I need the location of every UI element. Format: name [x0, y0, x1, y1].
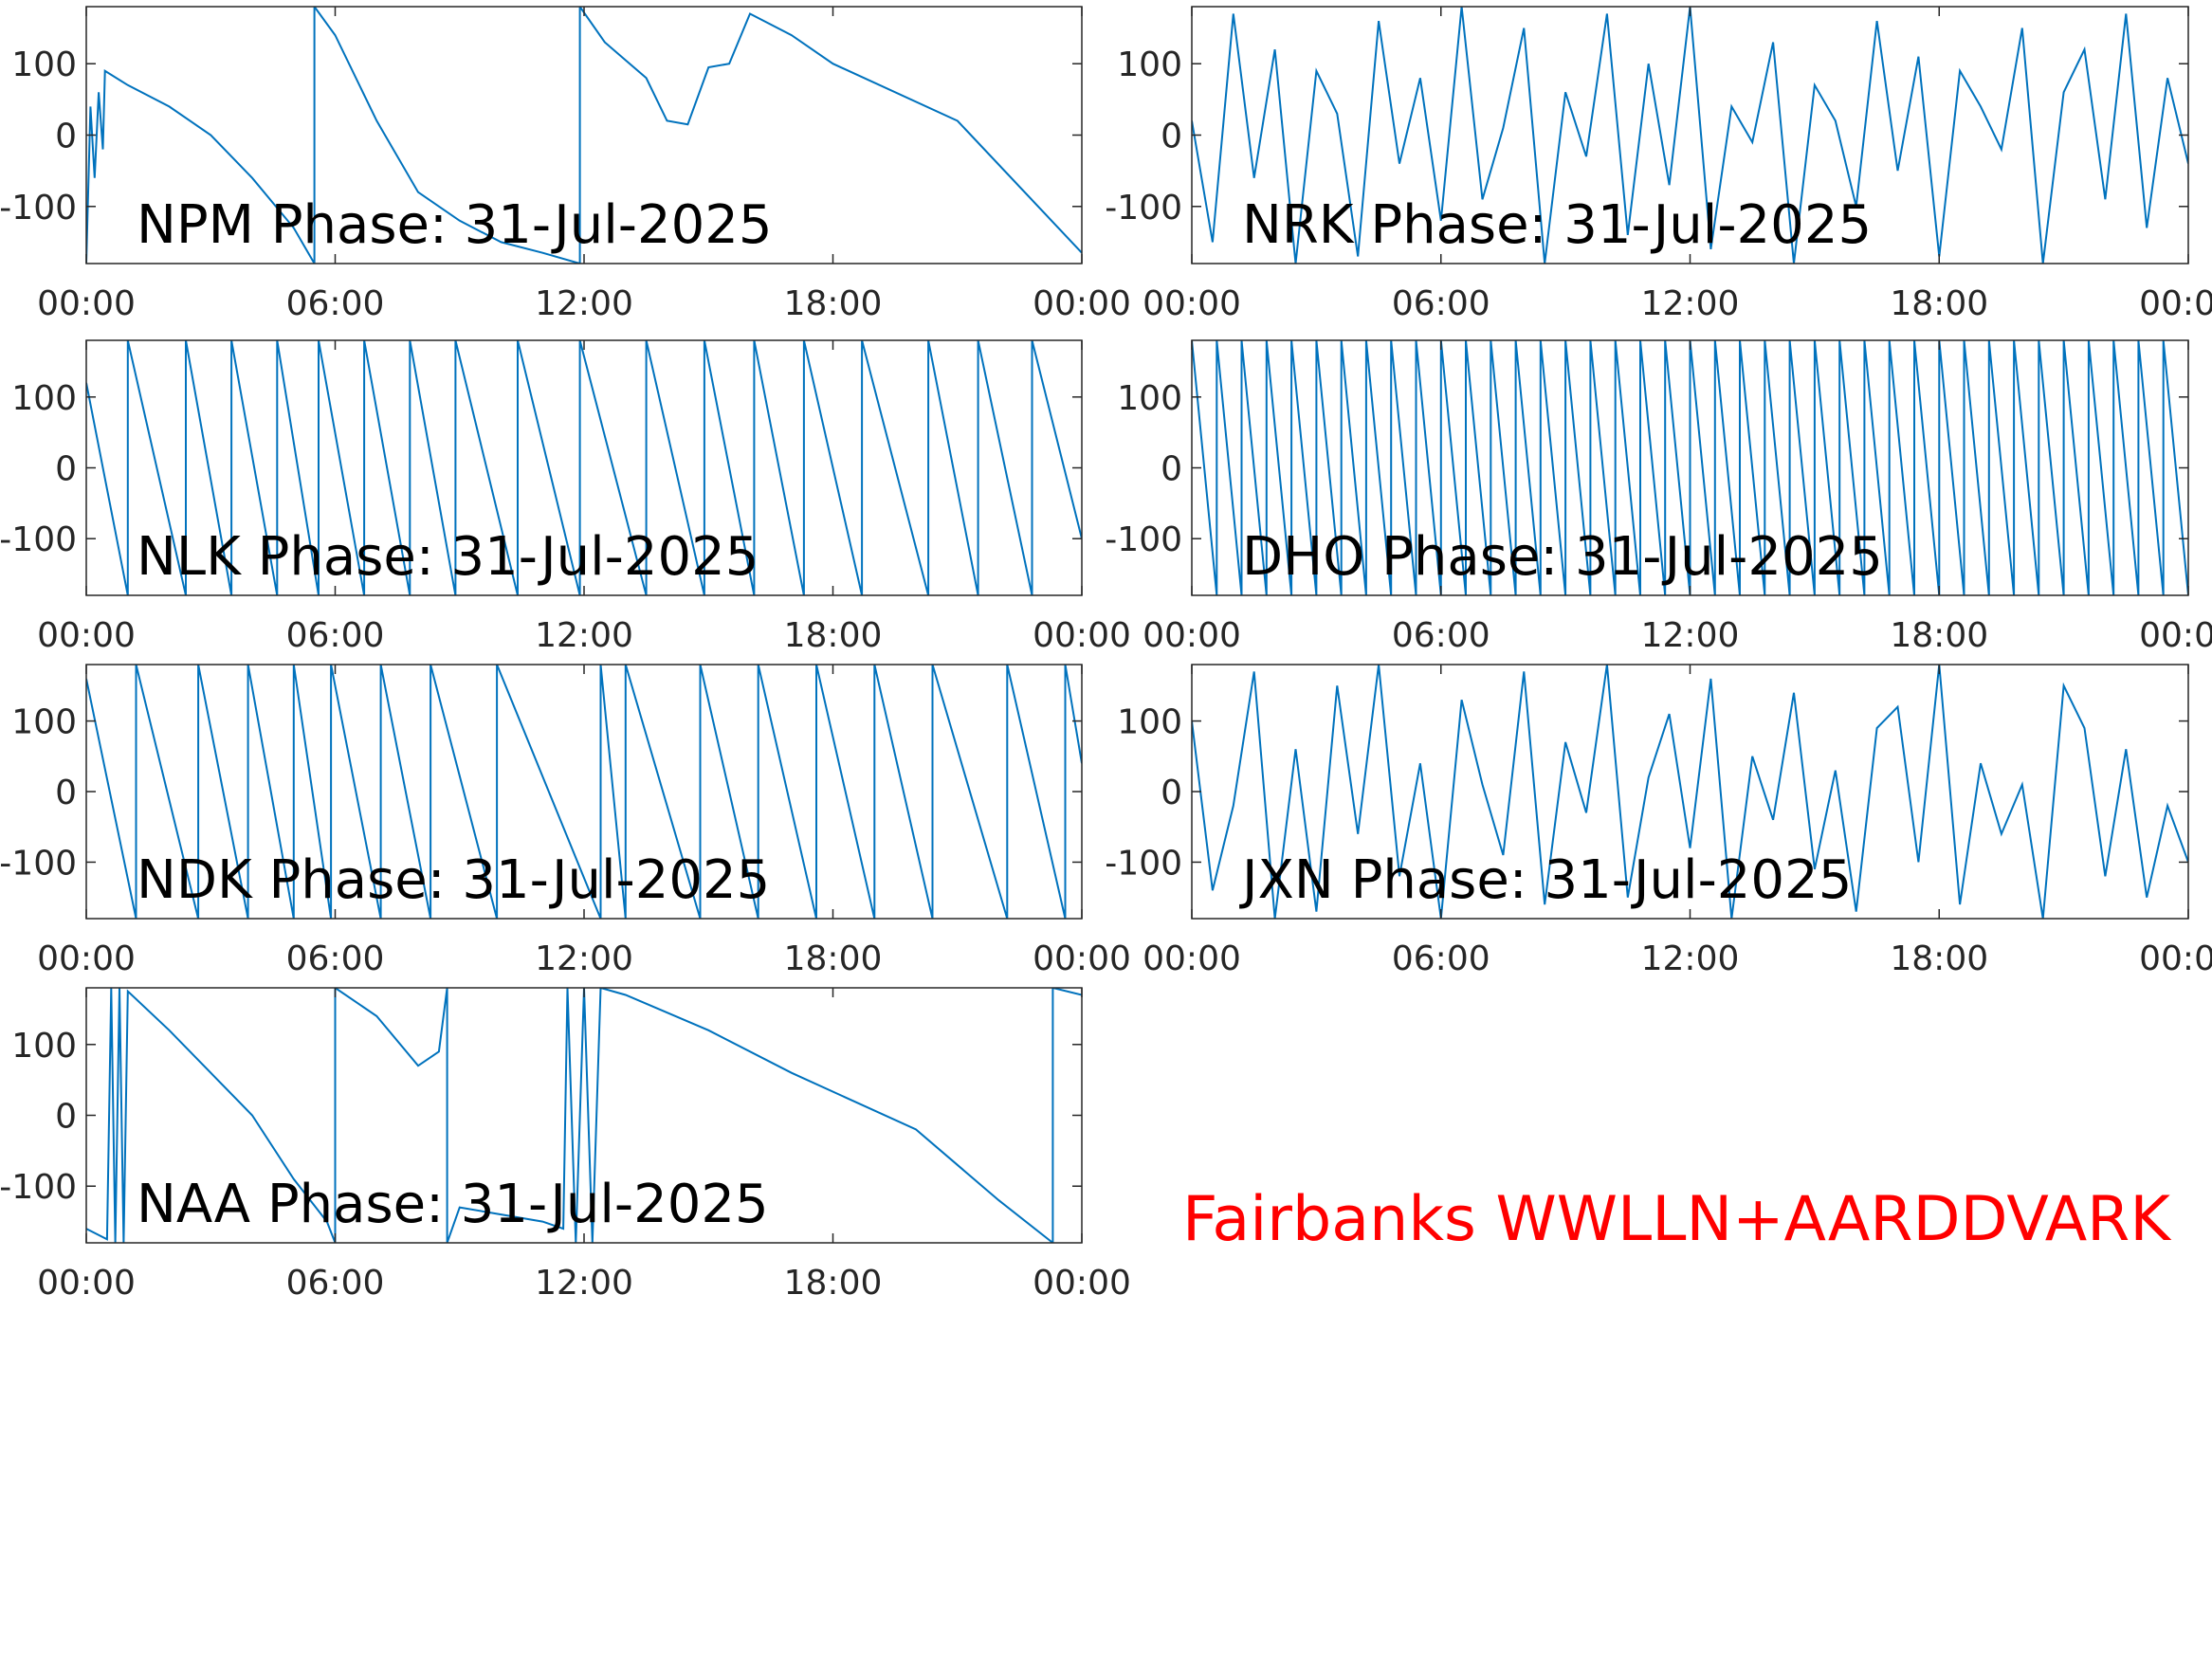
plot-area: [86, 665, 1082, 919]
phase-line: [86, 665, 1082, 919]
y-tick-label: -100: [0, 844, 77, 883]
y-tick-label: 100: [11, 703, 77, 742]
plot-area: [1192, 665, 2188, 919]
x-tick-label: 12:00: [535, 284, 633, 323]
x-tick-label: 00:00: [2139, 616, 2212, 655]
x-tick-label: 12:00: [535, 939, 633, 978]
x-tick-label: 06:00: [286, 1264, 385, 1303]
phase-line: [86, 7, 1082, 264]
x-tick-label: 18:00: [784, 284, 883, 323]
annotation: JXN Phase: 31-Jul-2025: [1239, 849, 1852, 911]
x-tick-label: 00:00: [1033, 284, 1131, 323]
y-tick-label: 0: [1161, 450, 1182, 489]
y-tick-label: 0: [55, 1098, 77, 1137]
x-tick-label: 00:00: [37, 939, 136, 978]
x-tick-label: 06:00: [286, 616, 385, 655]
x-tick-label: 12:00: [535, 1264, 633, 1303]
phase-line: [86, 340, 1082, 595]
y-tick-label: -100: [1105, 844, 1182, 883]
x-tick-label: 12:00: [1641, 939, 1740, 978]
x-tick-label: 00:00: [37, 284, 136, 323]
y-tick-label: 0: [55, 774, 77, 812]
phase-line: [1192, 340, 2188, 595]
x-tick-label: 18:00: [784, 1264, 883, 1303]
x-tick-label: 12:00: [535, 616, 633, 655]
x-tick-label: 18:00: [1890, 939, 1988, 978]
x-tick-label: 00:00: [1033, 616, 1131, 655]
y-tick-label: 100: [1117, 379, 1182, 418]
y-tick-label: -100: [0, 520, 77, 559]
annotation: NPM Phase: 31-Jul-2025: [137, 194, 773, 256]
y-tick-label: 100: [11, 379, 77, 418]
y-tick-label: 100: [11, 46, 77, 84]
caption: Fairbanks WWLLN+AARDDVARK: [1182, 1184, 2171, 1255]
plot-area: [86, 988, 1082, 1243]
annotation: NLK Phase: 31-Jul-2025: [137, 526, 759, 588]
plot-area: [1192, 340, 2188, 595]
x-tick-label: 00:00: [37, 1264, 136, 1303]
x-tick-label: 00:00: [1143, 939, 1241, 978]
annotation: NAA Phase: 31-Jul-2025: [137, 1174, 769, 1235]
x-tick-label: 18:00: [784, 939, 883, 978]
x-tick-label: 06:00: [1392, 284, 1490, 323]
y-tick-label: -100: [0, 1168, 77, 1207]
phase-line: [1192, 665, 2188, 919]
y-tick-label: -100: [1105, 520, 1182, 559]
x-tick-label: 00:00: [1143, 616, 1241, 655]
x-tick-label: 06:00: [1392, 939, 1490, 978]
x-tick-label: 06:00: [286, 939, 385, 978]
annotation: NRK Phase: 31-Jul-2025: [1242, 194, 1872, 256]
y-tick-label: -100: [1105, 189, 1182, 228]
x-tick-label: 00:00: [1033, 939, 1131, 978]
phase-line: [86, 988, 1082, 1243]
plot-area: [86, 7, 1082, 264]
x-tick-label: 18:00: [784, 616, 883, 655]
x-tick-label: 00:00: [2139, 939, 2212, 978]
y-tick-label: -100: [0, 189, 77, 228]
y-tick-label: 100: [11, 1027, 77, 1066]
x-tick-label: 00:00: [1033, 1264, 1131, 1303]
y-tick-label: 0: [1161, 774, 1182, 812]
y-tick-label: 0: [55, 450, 77, 489]
x-tick-label: 00:00: [1143, 284, 1241, 323]
x-tick-label: 06:00: [286, 284, 385, 323]
plot-area: [86, 340, 1082, 595]
x-tick-label: 00:00: [37, 616, 136, 655]
x-tick-label: 18:00: [1890, 616, 1988, 655]
x-tick-label: 12:00: [1641, 616, 1740, 655]
plot-area: [1192, 7, 2188, 264]
y-tick-label: 0: [55, 118, 77, 156]
x-tick-label: 06:00: [1392, 616, 1490, 655]
phase-line: [1192, 7, 2188, 264]
x-tick-label: 12:00: [1641, 284, 1740, 323]
y-tick-label: 100: [1117, 46, 1182, 84]
x-tick-label: 00:00: [2139, 284, 2212, 323]
subplot: -100 0 100 00:00 06:00 12:00 18:00 00:00 JXN Pha…: [1105, 664, 2212, 978]
annotation: DHO Phase: 31-Jul-2025: [1242, 526, 1883, 588]
y-tick-label: 100: [1117, 703, 1182, 742]
annotation: NDK Phase: 31-Jul-2025: [137, 849, 770, 911]
y-tick-label: 0: [1161, 118, 1182, 156]
x-tick-label: 18:00: [1890, 284, 1988, 323]
